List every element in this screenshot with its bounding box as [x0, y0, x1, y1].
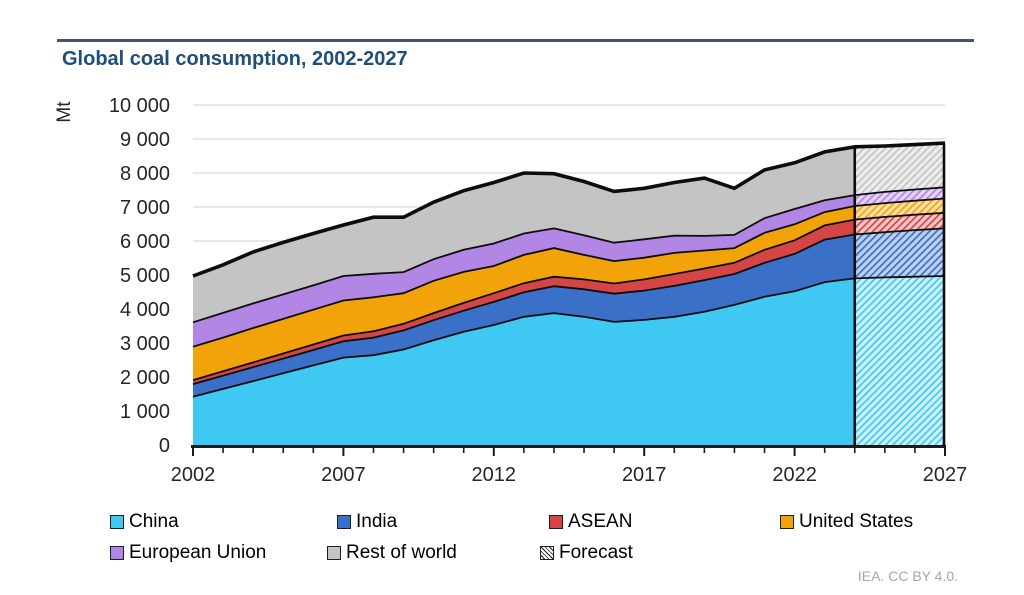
axis-labels-layer: 0 1 000 2 000 3 000 4 000 5 000 6 000 7 000 8 00…: [54, 95, 967, 486]
title-rule: [57, 39, 974, 42]
legend-swatch-india: [337, 515, 351, 529]
legend-item-forecast: Forecast: [540, 542, 633, 564]
outline-united-states: [192, 197, 946, 348]
legend-swatch-forecast-hatch-icon: [540, 546, 554, 560]
x-tick-label: 2002: [171, 464, 216, 486]
legend-swatch-asean: [549, 515, 563, 529]
legend-item-china: China: [110, 511, 179, 533]
x-tick-label: 2027: [923, 464, 968, 486]
legend-label-rest-of-world: Rest of world: [346, 542, 457, 563]
legend-item-asean: ASEAN: [549, 511, 632, 533]
legend-item-united-states: United States: [780, 511, 913, 533]
legend-label-european-union: European Union: [129, 542, 267, 563]
legend-swatch-china: [110, 515, 124, 529]
legend-label-forecast: Forecast: [559, 542, 633, 563]
y-tick-label: 5 000: [120, 265, 170, 287]
legend-item-european-union: European Union: [110, 542, 266, 564]
legend-item-india: India: [337, 511, 397, 533]
x-tick-label: 2007: [321, 464, 366, 486]
legend-swatch-united-states: [780, 515, 794, 529]
legend-label-china: China: [129, 511, 179, 532]
y-tick-label: 2 000: [120, 367, 170, 389]
legend-label-asean: ASEAN: [568, 511, 633, 532]
band-outlines-layer: [192, 141, 946, 398]
outline-rest-of-world: [192, 141, 946, 278]
y-tick-label: 10 000: [109, 95, 170, 117]
y-tick-label: 4 000: [120, 299, 170, 321]
outline-china: [192, 275, 946, 398]
y-tick-label: 6 000: [120, 231, 170, 253]
chart-title: Global coal consumption, 2002-2027: [62, 48, 408, 70]
y-tick-label: 8 000: [120, 163, 170, 185]
outline-india: [192, 227, 946, 385]
axes-layer: [191, 143, 946, 456]
outline-asean: [192, 211, 946, 381]
legend-swatch-rest-of-world: [327, 546, 341, 560]
y-tick-label: 3 000: [120, 333, 170, 355]
legend-label-india: India: [356, 511, 398, 532]
y-axis-unit-label: Mt: [54, 101, 75, 123]
y-tick-label: 7 000: [120, 197, 170, 219]
attribution-note: IEA. CC BY 4.0.: [857, 568, 958, 584]
x-tick-label: 2017: [622, 464, 667, 486]
stacked-areas-layer: [193, 143, 945, 445]
y-tick-label: 0: [159, 435, 170, 457]
x-tick-label: 2022: [772, 464, 817, 486]
y-tick-label: 9 000: [120, 129, 170, 151]
legend-item-rest-of-world: Rest of world: [327, 542, 457, 564]
outline-european-union: [192, 186, 946, 324]
legend-label-united-states: United States: [799, 511, 914, 532]
legend-swatch-european-union: [110, 546, 124, 560]
y-tick-label: 1 000: [120, 401, 170, 423]
x-tick-label: 2012: [472, 464, 517, 486]
